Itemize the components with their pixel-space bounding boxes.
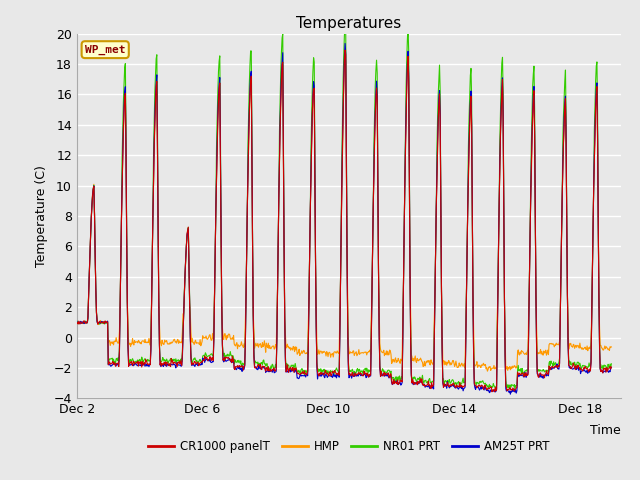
AM25T PRT (134, 363, 141, 369)
HMP (73, 320, 81, 325)
AM25T PRT (483, 387, 490, 393)
NR01 PRT (511, 386, 519, 392)
CR1000 panelT (181, 271, 189, 277)
AM25T PRT (181, 272, 189, 278)
Line: NR01 PRT: NR01 PRT (77, 26, 611, 389)
HMP (145, 336, 153, 341)
AM25T PRT (351, 373, 358, 379)
CR1000 panelT (134, 359, 141, 364)
HMP (484, 368, 492, 374)
CR1000 panelT (145, 361, 153, 367)
Line: AM25T PRT: AM25T PRT (77, 44, 611, 394)
CR1000 panelT (483, 385, 490, 391)
CR1000 panelT (351, 372, 358, 377)
NR01 PRT (483, 383, 490, 388)
NR01 PRT (607, 361, 615, 367)
AM25T PRT (506, 391, 514, 397)
NR01 PRT (351, 369, 358, 374)
Text: WP_met: WP_met (85, 45, 125, 55)
CR1000 panelT (488, 389, 496, 395)
AM25T PRT (396, 381, 403, 386)
HMP (483, 366, 490, 372)
NR01 PRT (181, 272, 189, 277)
AM25T PRT (73, 319, 81, 324)
AM25T PRT (145, 364, 153, 370)
AM25T PRT (607, 365, 615, 371)
Title: Temperatures: Temperatures (296, 16, 401, 31)
HMP (134, 340, 141, 346)
NR01 PRT (145, 358, 153, 364)
AM25T PRT (341, 41, 349, 47)
HMP (341, 53, 349, 59)
HMP (351, 352, 358, 358)
HMP (607, 344, 615, 350)
HMP (396, 359, 403, 364)
Line: HMP: HMP (77, 56, 611, 371)
NR01 PRT (341, 23, 349, 29)
NR01 PRT (134, 357, 141, 363)
HMP (181, 273, 189, 278)
CR1000 panelT (396, 380, 403, 386)
CR1000 panelT (341, 47, 349, 53)
CR1000 panelT (607, 364, 615, 370)
CR1000 panelT (73, 320, 81, 325)
Y-axis label: Temperature (C): Temperature (C) (35, 165, 48, 267)
Legend: CR1000 panelT, HMP, NR01 PRT, AM25T PRT: CR1000 panelT, HMP, NR01 PRT, AM25T PRT (143, 436, 554, 458)
Line: CR1000 panelT: CR1000 panelT (77, 50, 611, 392)
NR01 PRT (396, 373, 403, 379)
NR01 PRT (73, 318, 81, 324)
Text: Time: Time (590, 424, 621, 437)
